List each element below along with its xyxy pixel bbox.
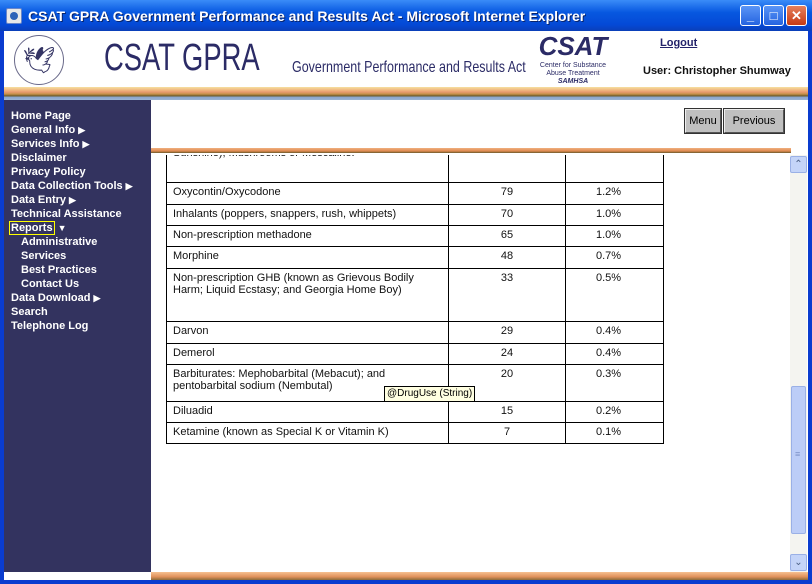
- arrow-right-icon: ▶: [82, 139, 90, 149]
- table-row: Barbiturates: Mephobarbital (Mebacut); a…: [166, 364, 664, 402]
- table-row: Demerol 24 0.4%: [166, 343, 664, 365]
- page-header: 🕊 CSAT GPRA Government Performance and R…: [4, 31, 808, 87]
- table-row: Morphine 48 0.7%: [166, 246, 664, 269]
- table-row: Diluadid 15 0.2%: [166, 401, 664, 423]
- user-label: User: Christopher Shumway: [643, 65, 791, 77]
- nav-search[interactable]: Search: [11, 306, 48, 318]
- ie-icon: [6, 7, 22, 24]
- table-row: Non-prescription methadone 65 1.0%: [166, 225, 664, 247]
- arrow-right-icon: ▶: [125, 181, 133, 191]
- arrow-down-icon: ▼: [57, 223, 67, 233]
- maximize-button[interactable]: □: [763, 5, 784, 26]
- minimize-button[interactable]: _: [740, 5, 761, 26]
- arrow-right-icon: ▶: [93, 293, 101, 303]
- window-title: CSAT GPRA Government Performance and Res…: [28, 7, 586, 24]
- table-row: Ketamine (known as Special K or Vitamin …: [166, 422, 664, 444]
- menu-button[interactable]: Menu: [684, 108, 722, 134]
- footer-divider: [151, 572, 808, 580]
- nav-data-collection-tools[interactable]: Data Collection Tools ▶: [11, 180, 133, 192]
- nav-services-info[interactable]: Services Info ▶: [11, 138, 90, 150]
- logout-link[interactable]: Logout: [660, 37, 698, 49]
- nav-privacy-policy[interactable]: Privacy Policy: [11, 166, 86, 178]
- scroll-thumb[interactable]: ≡: [791, 386, 806, 534]
- nav-telephone-log[interactable]: Telephone Log: [11, 320, 89, 332]
- logo-title: CSAT GPRA: [104, 37, 260, 79]
- tooltip: @DrugUse (String): [384, 386, 476, 402]
- csat-logo: CSAT Center for Substance Abuse Treatmen…: [538, 31, 608, 85]
- arrow-right-icon: ▶: [69, 195, 76, 205]
- hhs-seal-icon: 🕊: [14, 35, 64, 85]
- nav-home-page[interactable]: Home Page: [11, 110, 71, 122]
- sidebar-nav: Home Page General Info ▶ Services Info ▶ D…: [4, 100, 151, 572]
- close-button[interactable]: ✕: [786, 5, 807, 26]
- title-bar: CSAT GPRA Government Performance and Res…: [0, 0, 812, 31]
- main-content: Menu Previous Sunshine), Mushrooms or Me…: [151, 100, 808, 572]
- nav-technical-assistance[interactable]: Technical Assistance: [11, 208, 122, 220]
- report-frame: Sunshine), Mushrooms or Mescaline. Oxyco…: [152, 155, 808, 572]
- logo-subtitle: Government Performance and Results Act: [292, 59, 526, 76]
- scroll-down-button[interactable]: ⌄: [790, 554, 807, 571]
- nav-data-download[interactable]: Data Download ▶: [11, 292, 101, 304]
- nav-administrative[interactable]: Administrative: [21, 236, 98, 248]
- table-row: Inhalants (poppers, snappers, rush, whip…: [166, 204, 664, 226]
- previous-button[interactable]: Previous: [723, 108, 785, 134]
- drug-use-table: Sunshine), Mushrooms or Mescaline. Oxyco…: [166, 155, 664, 444]
- nav-best-practices[interactable]: Best Practices: [21, 264, 97, 276]
- table-row: Sunshine), Mushrooms or Mescaline.: [166, 155, 664, 183]
- arrow-right-icon: ▶: [78, 125, 86, 135]
- content-divider: [151, 148, 791, 153]
- table-row: Non-prescription GHB (known as Grievous …: [166, 268, 664, 322]
- scroll-up-button[interactable]: ⌃: [790, 156, 807, 173]
- nav-disclaimer[interactable]: Disclaimer: [11, 152, 67, 164]
- table-row: Oxycontin/Oxycodone 79 1.2%: [166, 182, 664, 205]
- nav-data-entry[interactable]: Data Entry ▶: [11, 194, 76, 206]
- grip-icon: ≡: [795, 449, 801, 459]
- nav-contact-us[interactable]: Contact Us: [21, 278, 80, 290]
- browser-window: 🕊 CSAT GPRA Government Performance and R…: [4, 31, 808, 580]
- header-divider: [4, 87, 808, 100]
- table-row: Darvon 29 0.4%: [166, 321, 664, 344]
- vertical-scrollbar[interactable]: ⌃ ≡ ⌄: [790, 155, 807, 572]
- nav-reports[interactable]: Reports ▼: [9, 221, 67, 235]
- nav-general-info[interactable]: General Info ▶: [11, 124, 86, 136]
- nav-services[interactable]: Services: [21, 250, 67, 262]
